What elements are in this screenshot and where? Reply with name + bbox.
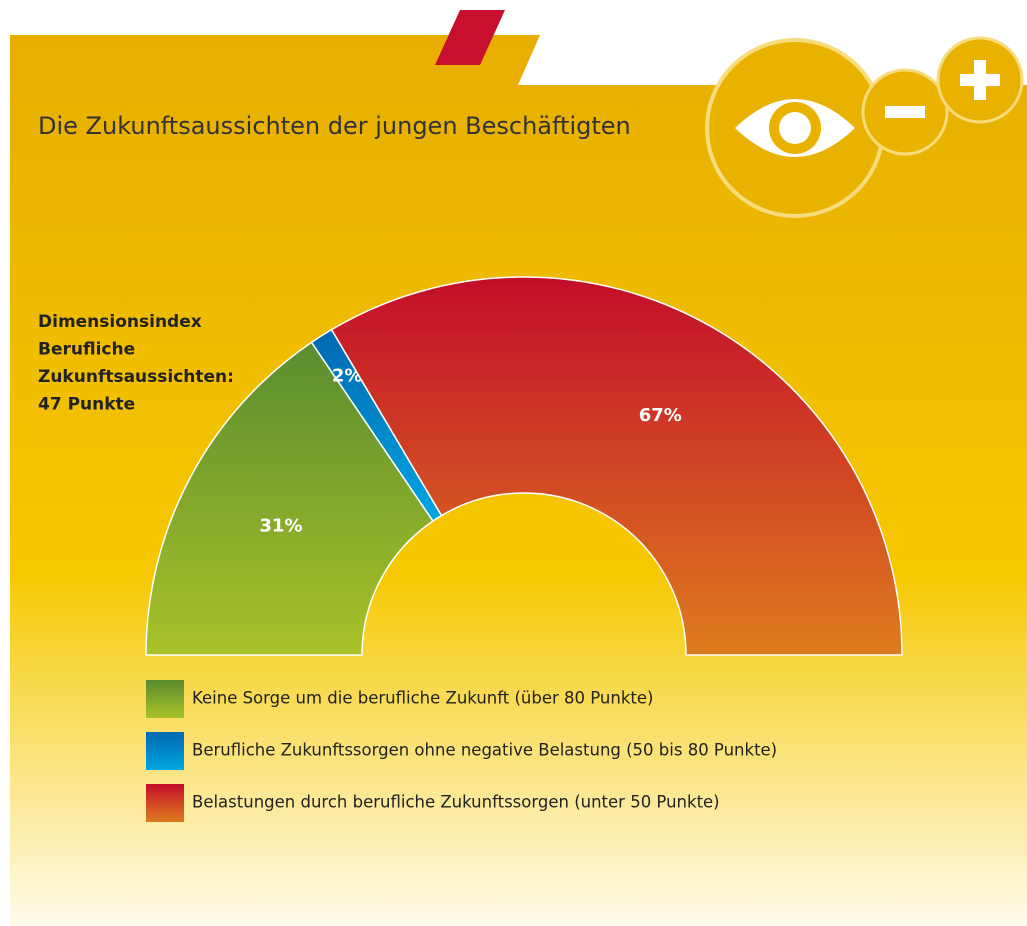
- annotation: 47 Punkte: [38, 395, 135, 415]
- chart-title: Die Zukunftsaussichten der jungen Beschä…: [38, 112, 631, 140]
- minus: [885, 106, 925, 118]
- data-label: 31%: [259, 515, 302, 536]
- legend-swatch: [146, 732, 184, 770]
- legend-label: Belastungen durch berufliche Zukunftssor…: [192, 793, 720, 812]
- annotation: Berufliche: [38, 340, 135, 360]
- plus: [974, 60, 986, 100]
- annotation: Zukunftsaussichten:: [38, 367, 234, 387]
- data-label: 67%: [639, 405, 682, 426]
- decor: [435, 10, 505, 65]
- legend-label: Berufliche Zukunftssorgen ohne negative …: [192, 741, 777, 760]
- slice: [145, 341, 434, 656]
- data-label: 2%: [332, 365, 363, 386]
- legend-swatch: [146, 784, 184, 822]
- slice: [330, 276, 903, 656]
- annotation: Dimensionsindex: [38, 312, 202, 332]
- pupil-inner: [779, 112, 811, 144]
- legend-swatch: [146, 680, 184, 718]
- icon-group: [705, 36, 1024, 218]
- legend-label: Keine Sorge um die berufliche Zukunft (ü…: [192, 689, 653, 708]
